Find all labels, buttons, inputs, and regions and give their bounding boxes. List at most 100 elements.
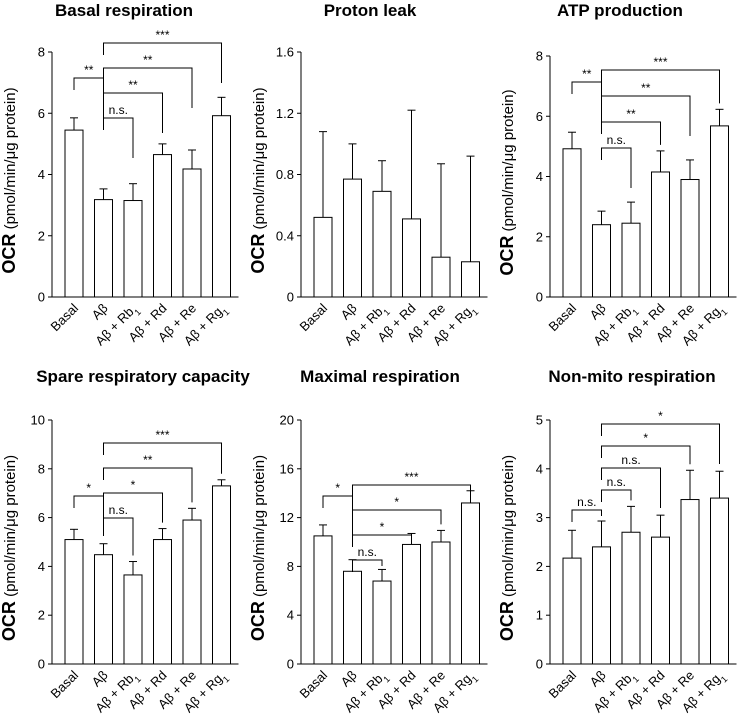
significance-label: n.s.	[358, 545, 377, 559]
bar	[710, 497, 729, 665]
category-label: Aβ	[338, 668, 360, 690]
bar	[153, 539, 172, 665]
y-tick-label: 0	[38, 657, 45, 672]
significance-label: *	[335, 481, 340, 495]
significance-label: **	[143, 53, 153, 67]
significance-label: n.s.	[577, 495, 596, 509]
bar	[372, 580, 392, 665]
significance-label: ***	[653, 55, 667, 69]
y-tick-label: 6	[536, 109, 543, 124]
significance-bracket	[103, 492, 163, 523]
y-tick-label: 2	[536, 559, 543, 574]
bar	[94, 199, 113, 298]
y-tick-label: 4	[536, 461, 543, 476]
bar	[153, 154, 172, 298]
significance-bracket	[601, 95, 691, 136]
significance-label: n.s.	[109, 503, 128, 517]
y-tick-label: 4	[38, 559, 45, 574]
y-tick-label: 0	[287, 290, 294, 305]
bar	[343, 570, 362, 665]
significance-bracket	[322, 495, 353, 536]
chart-panel-6: Non-mito respiration 0 1 2 3 4 5 OCR (pmol/min/…	[497, 367, 737, 718]
significance-bracket	[601, 423, 720, 464]
significance-bracket	[103, 517, 134, 556]
bar	[431, 541, 451, 665]
significance-label: **	[582, 67, 592, 81]
significance-label: n.s.	[621, 453, 640, 467]
y-axis-label: OCR (pmol/min/μg protein)	[248, 455, 268, 641]
category-label: Aβ	[89, 301, 111, 323]
significance-label: ***	[155, 28, 169, 42]
bar	[562, 148, 582, 298]
bar	[182, 168, 202, 298]
y-tick-label: 8	[287, 559, 294, 574]
significance-label: **	[84, 63, 94, 77]
bar	[402, 218, 421, 298]
chart-panel-3: ATP production 0 2 4 6 8 OCR (pmol/min/μg prot…	[497, 1, 737, 351]
bar	[592, 546, 611, 665]
y-tick-label: 5	[536, 413, 543, 428]
y-tick-label: 2	[38, 608, 45, 623]
significance-bracket	[601, 69, 720, 104]
y-tick-label: 3	[536, 510, 543, 525]
y-tick-label: 20	[280, 413, 294, 428]
y-axis-label: OCR (pmol/min/μg protein)	[0, 87, 19, 273]
significance-label: **	[128, 78, 138, 92]
y-tick-label: 1.6	[276, 45, 294, 60]
bar	[651, 171, 670, 298]
bar	[64, 539, 84, 665]
y-tick-label: 2	[536, 229, 543, 244]
significance-label: *	[86, 481, 91, 495]
bar	[372, 190, 392, 298]
bar	[710, 125, 729, 298]
bar	[123, 200, 143, 298]
bar	[431, 256, 451, 298]
chart-title: ATP production	[557, 1, 683, 20]
y-tick-label: 0.4	[276, 228, 294, 243]
significance-bracket	[601, 489, 632, 502]
significance-bracket	[352, 559, 383, 572]
significance-bracket	[352, 484, 471, 497]
significance-bracket	[352, 509, 442, 525]
category-label: Aβ	[587, 301, 609, 323]
category-label: Basal	[48, 300, 82, 334]
y-tick-label: 0	[38, 290, 45, 305]
significance-label: n.s.	[607, 133, 626, 147]
category-label: Basal	[297, 300, 331, 334]
significance-label: ***	[404, 470, 418, 484]
y-tick-label: 2	[38, 228, 45, 243]
y-tick-label: 4	[287, 608, 294, 623]
y-tick-label: 0.8	[276, 167, 294, 182]
y-axis-label: OCR (pmol/min/μg protein)	[0, 455, 19, 641]
y-axis-label: OCR (pmol/min/μg protein)	[497, 455, 517, 641]
y-tick-label: 1	[536, 608, 543, 623]
significance-label: *	[380, 520, 385, 534]
significance-label: **	[626, 107, 636, 121]
significance-label: *	[394, 495, 399, 509]
significance-label: *	[658, 409, 663, 423]
chart-title: Non-mito respiration	[548, 367, 715, 386]
bar	[592, 224, 611, 298]
bar	[313, 535, 333, 665]
bar	[621, 531, 641, 665]
bar	[123, 574, 143, 665]
significance-bracket	[103, 117, 134, 158]
y-tick-label: 16	[280, 461, 294, 476]
category-label: Basal	[546, 667, 580, 701]
y-tick-label: 8	[38, 461, 45, 476]
bar	[680, 179, 700, 298]
bar	[621, 222, 641, 298]
chart-panel-1: Basal respiration 0 2 4 6 8 OCR (pmol/min/μg p…	[0, 1, 239, 351]
bar	[461, 502, 480, 665]
bar	[212, 115, 231, 298]
category-label: Basal	[48, 667, 82, 701]
bar	[212, 485, 231, 665]
bar	[562, 557, 582, 665]
bar	[461, 261, 480, 298]
bar	[680, 499, 700, 665]
category-label: Aβ	[89, 668, 111, 690]
y-axis-label: OCR (pmol/min/μg protein)	[248, 87, 268, 273]
chart-panel-4: Spare respiratory capacity 0 2 4 6 8 10 OCR (pm…	[0, 367, 250, 718]
significance-bracket	[73, 77, 104, 118]
